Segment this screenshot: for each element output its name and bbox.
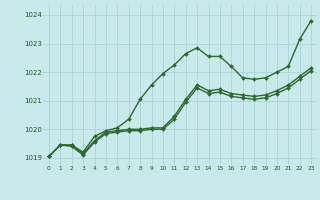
Text: Graphe pression niveau de la mer (hPa): Graphe pression niveau de la mer (hPa) [65, 187, 255, 196]
